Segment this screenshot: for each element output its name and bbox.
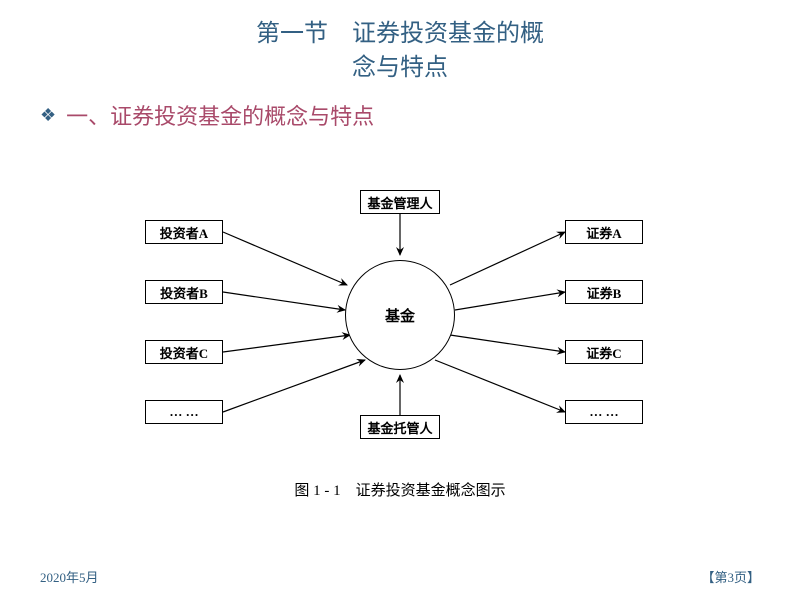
investor-box-1: 投资者B: [145, 280, 223, 304]
investor-box-3: … …: [145, 400, 223, 424]
security-label-0: 证券A: [586, 223, 621, 242]
subtitle-row: ❖ 一、证券投资基金的概念与特点: [40, 99, 800, 131]
fund-custodian-box: 基金托管人: [360, 415, 440, 439]
investor-label-3: … …: [169, 404, 198, 420]
center-fund-circle: 基金: [345, 260, 455, 370]
investor-label-2: 投资者C: [160, 343, 208, 362]
security-label-2: 证券C: [586, 343, 621, 362]
security-box-2: 证券C: [565, 340, 643, 364]
bullet-icon: ❖: [40, 105, 56, 126]
security-label-3: … …: [589, 404, 618, 420]
security-box-1: 证券B: [565, 280, 643, 304]
subtitle-text: 一、证券投资基金的概念与特点: [66, 99, 374, 131]
fund-concept-diagram: 基金 基金管理人 基金托管人 投资者A 投资者B 投资者C … … 证券A 证券B 证券C…: [145, 190, 655, 500]
investor-label-0: 投资者A: [160, 223, 208, 242]
fund-custodian-label: 基金托管人: [367, 418, 432, 437]
security-label-1: 证券B: [587, 283, 622, 302]
fund-manager-box: 基金管理人: [360, 190, 440, 214]
investor-box-0: 投资者A: [145, 220, 223, 244]
diagram-caption: 图 1 - 1 证券投资基金概念图示: [145, 479, 655, 500]
slide-title-area: 第一节 证券投资基金的概 念与特点: [0, 0, 800, 85]
security-box-3: … …: [565, 400, 643, 424]
investor-box-2: 投资者C: [145, 340, 223, 364]
slide-title-line1: 第一节 证券投资基金的概: [0, 18, 800, 52]
center-fund-label: 基金: [385, 305, 415, 326]
security-box-0: 证券A: [565, 220, 643, 244]
footer-page: 【第3页】: [701, 567, 760, 586]
fund-manager-label: 基金管理人: [367, 193, 432, 212]
slide-footer: 2020年5月 【第3页】: [40, 567, 760, 586]
slide-title-line2: 念与特点: [0, 52, 800, 86]
footer-date: 2020年5月: [40, 567, 99, 586]
investor-label-1: 投资者B: [160, 283, 208, 302]
